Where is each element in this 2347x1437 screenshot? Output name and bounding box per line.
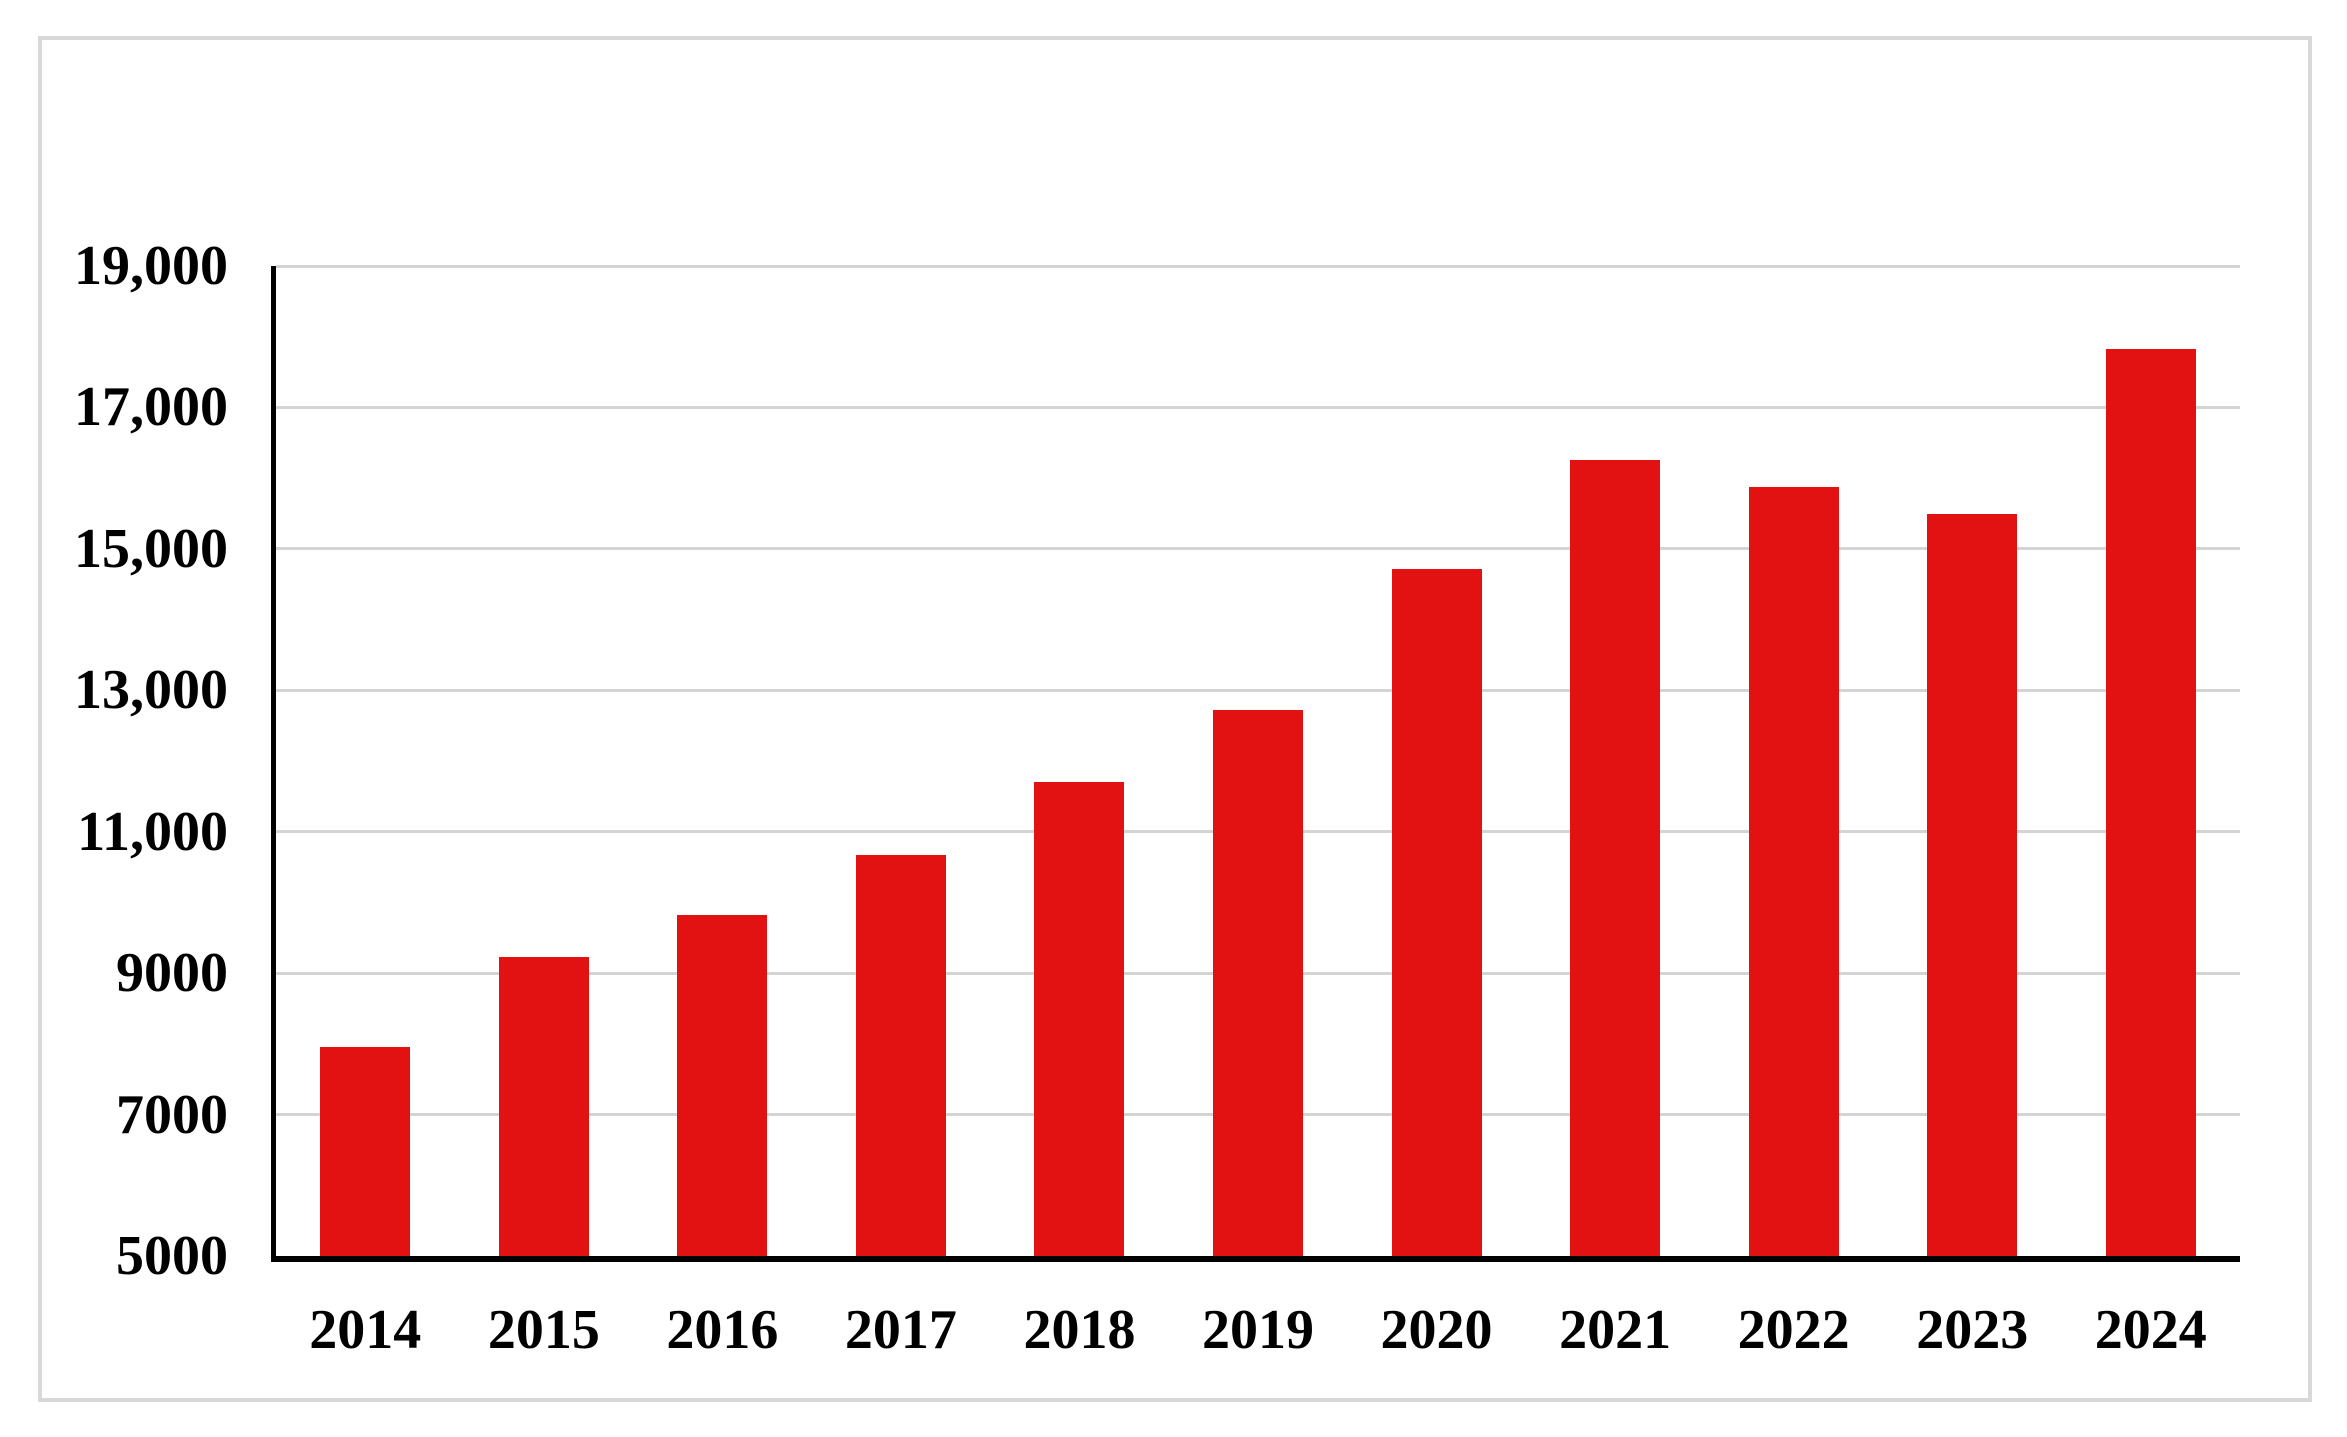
y-tick-7000: 7000	[116, 1083, 228, 1146]
x-tick-2019: 2019	[1202, 1299, 1314, 1361]
bar-2018	[1034, 782, 1125, 1256]
bar-slot-2024	[2061, 266, 2240, 1256]
x-axis-tick-labels: 2014 2015 2016 2017 2018 2019 2020 2021 2022 2023…	[276, 1296, 2240, 1364]
bar-slot-2022	[1704, 266, 1883, 1256]
bar-slot-2018	[990, 266, 1169, 1256]
y-tick-15000: 15,000	[74, 517, 228, 580]
y-tick-5000: 5000	[116, 1225, 228, 1287]
y-tick-19000: 19,000	[74, 235, 228, 297]
bar-slot-2015	[455, 266, 634, 1256]
y-tick-11000: 11,000	[77, 800, 228, 863]
x-tick-2023: 2023	[1916, 1299, 2029, 1361]
x-tick-2016: 2016	[666, 1299, 779, 1361]
bar-slot-2021	[1526, 266, 1705, 1256]
bar-2022	[1748, 486, 1839, 1256]
bar-series	[276, 266, 2240, 1256]
x-tick-2022: 2022	[1737, 1299, 1850, 1361]
bar-slot-2019	[1169, 266, 1348, 1256]
bar-2020	[1391, 569, 1482, 1256]
x-tick-2014: 2014	[309, 1299, 422, 1361]
bar-2017	[855, 855, 946, 1256]
x-tick-2024: 2024	[2094, 1299, 2207, 1361]
x-tick-2017: 2017	[844, 1299, 957, 1361]
gridline-13000	[276, 688, 2240, 692]
x-tick-2020: 2020	[1380, 1299, 1493, 1361]
bar-2021	[1570, 460, 1661, 1256]
bar-slot-2016	[633, 266, 812, 1256]
bar-slot-2023	[1883, 266, 2062, 1256]
y-tick-13000: 13,000	[74, 659, 228, 722]
bar-2019	[1213, 710, 1303, 1256]
bar-2024	[2105, 349, 2196, 1256]
gridline-17000	[276, 405, 2240, 409]
bar-2023	[1927, 513, 2018, 1256]
bar-slot-2017	[812, 266, 991, 1256]
x-tick-2018: 2018	[1023, 1299, 1136, 1361]
bar-2016	[677, 915, 768, 1256]
x-tick-2015: 2015	[487, 1299, 600, 1361]
bar-slot-2014	[276, 266, 455, 1256]
y-tick-17000: 17,000	[74, 376, 228, 439]
gridline-15000	[276, 547, 2240, 551]
x-tick-2021: 2021	[1559, 1299, 1672, 1361]
bar-2014	[320, 1047, 411, 1256]
y-tick-9000: 9000	[116, 942, 228, 1005]
bar-2015	[498, 956, 589, 1256]
gridline-19000	[276, 264, 2240, 268]
bar-slot-2020	[1347, 266, 1526, 1256]
plot-area	[271, 264, 2240, 1262]
